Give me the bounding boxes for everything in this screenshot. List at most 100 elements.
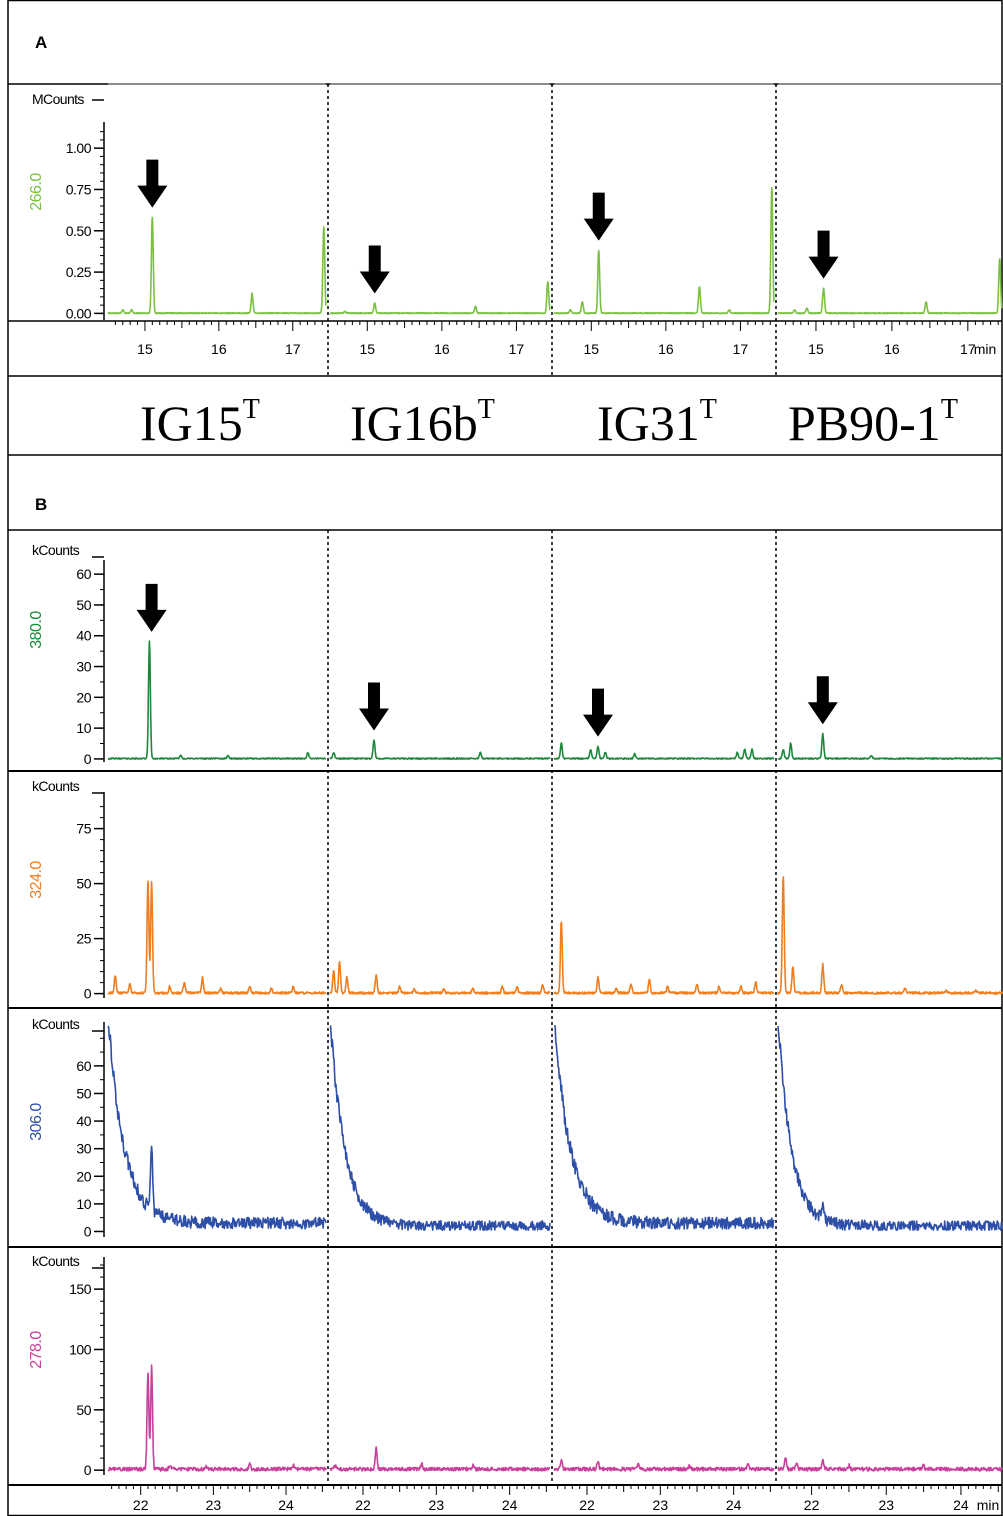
trace-306: [107, 1025, 327, 1230]
strain-label-pb90-1: PB90-1T: [788, 394, 958, 451]
peak-arrow: [136, 583, 167, 632]
trace-278: [553, 1458, 775, 1472]
trace-380: [553, 742, 775, 760]
x-tick-label: 17: [960, 341, 976, 357]
y-tick-label: 50: [76, 597, 91, 613]
y-tick-label: 0.50: [66, 223, 92, 239]
strain-name: IG15: [140, 395, 243, 451]
strain-superscript: T: [941, 394, 958, 425]
peak-arrow: [359, 245, 390, 294]
y-tick-label: 20: [76, 689, 91, 705]
y-tick-label: 60: [76, 566, 91, 582]
x-tick-label: 16: [658, 341, 674, 357]
y-tick-label: 40: [76, 1113, 91, 1129]
peak-arrow: [807, 676, 838, 725]
trace-266: [777, 258, 1003, 315]
peak-arrow: [808, 230, 839, 279]
x-tick-label: 17: [285, 341, 301, 357]
trace-row-380: kCounts 380.0 0 10 20 30 40 50 60: [28, 542, 1003, 767]
x-tick-label: 15: [808, 341, 824, 357]
x-tick-label: 17: [733, 341, 749, 357]
panel-b-rows: kCounts 380.0 0 10 20 30 40 50 60 kCounts 324.0 0 25…: [8, 530, 1003, 1484]
trace-324: [553, 921, 775, 995]
x-tick-label: 22: [804, 1497, 820, 1513]
trace-label-278: 278.0: [28, 1331, 45, 1369]
panel-b-letter: B: [35, 495, 47, 514]
x-tick-label: 24: [726, 1497, 742, 1513]
y-tick-label: 50: [76, 876, 91, 892]
x-tick-label: 22: [355, 1497, 371, 1513]
trace-324: [107, 880, 327, 995]
y-tick-label: 60: [76, 1058, 91, 1074]
trace-278: [107, 1364, 327, 1472]
panel-a-letter: A: [35, 33, 47, 52]
x-tick-label: 23: [653, 1497, 669, 1513]
strain-label-ig31: IG31T: [597, 394, 717, 451]
strain-label-ig15: IG15T: [140, 394, 260, 451]
x-tick-label: 24: [953, 1497, 969, 1513]
peak-arrow: [359, 682, 389, 731]
trace-306: [329, 1025, 551, 1231]
y-tick-label: 0: [84, 751, 92, 767]
trace-label-324: 324.0: [28, 861, 45, 899]
panel-b-chart: kCounts 380.0 0 10 20 30 40 50 60 kCounts 324.0 0 25…: [8, 530, 1003, 1513]
y-unit-label: kCounts: [32, 778, 80, 794]
trace-label-266: 266.0: [28, 173, 45, 211]
trace-380: [107, 640, 327, 760]
x-unit-label: min: [974, 341, 997, 357]
y-unit-label: kCounts: [32, 542, 80, 558]
peak-arrow: [583, 192, 614, 241]
y-tick-label: 30: [76, 1141, 91, 1157]
trace-278: [777, 1457, 1003, 1472]
y-tick-label: 0: [84, 1223, 92, 1239]
x-tick-label: 23: [429, 1497, 445, 1513]
trace-label-306: 306.0: [28, 1103, 45, 1141]
panel-a-traces: [107, 83, 1003, 376]
trace-266: [329, 281, 551, 315]
y-tick-label: 100: [69, 1341, 92, 1357]
strain-labels: IG15T IG16bT IG31T PB90-1T: [140, 394, 958, 451]
trace-380: [329, 739, 551, 760]
trace-row-324: kCounts 324.0 0 25 50 75: [28, 778, 1003, 1002]
trace-324: [329, 961, 551, 995]
trace-380: [777, 732, 1003, 760]
trace-266: [553, 186, 775, 315]
y-tick-label: 10: [76, 720, 91, 736]
y-tick-label: 0: [84, 986, 92, 1002]
strain-superscript: T: [243, 394, 260, 425]
trace-row-306: kCounts 306.0 0 10 20 30 40 50 60: [28, 1016, 1003, 1239]
y-tick-label: 50: [76, 1402, 91, 1418]
y-tick-label: 75: [76, 821, 91, 837]
x-tick-label: 23: [206, 1497, 222, 1513]
peak-arrow: [137, 159, 168, 208]
trace-306: [777, 1025, 1003, 1231]
y-unit-label: MCounts: [32, 91, 84, 107]
y-tick-label: 40: [76, 628, 91, 644]
panel-a-chart: MCounts 266.0 0.00 0.25 0.50 0.75 1.00 15 16 1…: [8, 83, 1003, 376]
strain-name: PB90-1: [788, 395, 941, 451]
strain-name: IG16b: [350, 395, 478, 451]
x-tick-label: 16: [211, 341, 227, 357]
trace-label-380: 380.0: [28, 611, 45, 649]
y-tick-label: 0: [84, 1462, 92, 1478]
y-tick-label: 0.00: [66, 305, 92, 321]
trace-306: [553, 1025, 775, 1230]
strain-superscript: T: [700, 394, 717, 425]
x-tick-label: 17: [509, 341, 525, 357]
panel-a-y-axis: 0.00 0.25 0.50 0.75 1.00: [66, 99, 105, 321]
trace-324: [777, 876, 1003, 995]
y-tick-label: 1.00: [66, 140, 92, 156]
strain-label-ig16b: IG16bT: [350, 394, 495, 451]
y-tick-label: 10: [76, 1196, 91, 1212]
strain-superscript: T: [478, 394, 495, 425]
y-tick-label: 30: [76, 659, 91, 675]
y-tick-label: 20: [76, 1168, 91, 1184]
y-tick-label: 0.25: [66, 264, 92, 280]
peak-arrow: [583, 688, 613, 737]
x-tick-label: 16: [884, 341, 900, 357]
x-tick-label: 23: [878, 1497, 894, 1513]
y-tick-label: 0.75: [66, 181, 92, 197]
trace-278: [329, 1446, 551, 1472]
x-tick-label: 24: [502, 1497, 518, 1513]
